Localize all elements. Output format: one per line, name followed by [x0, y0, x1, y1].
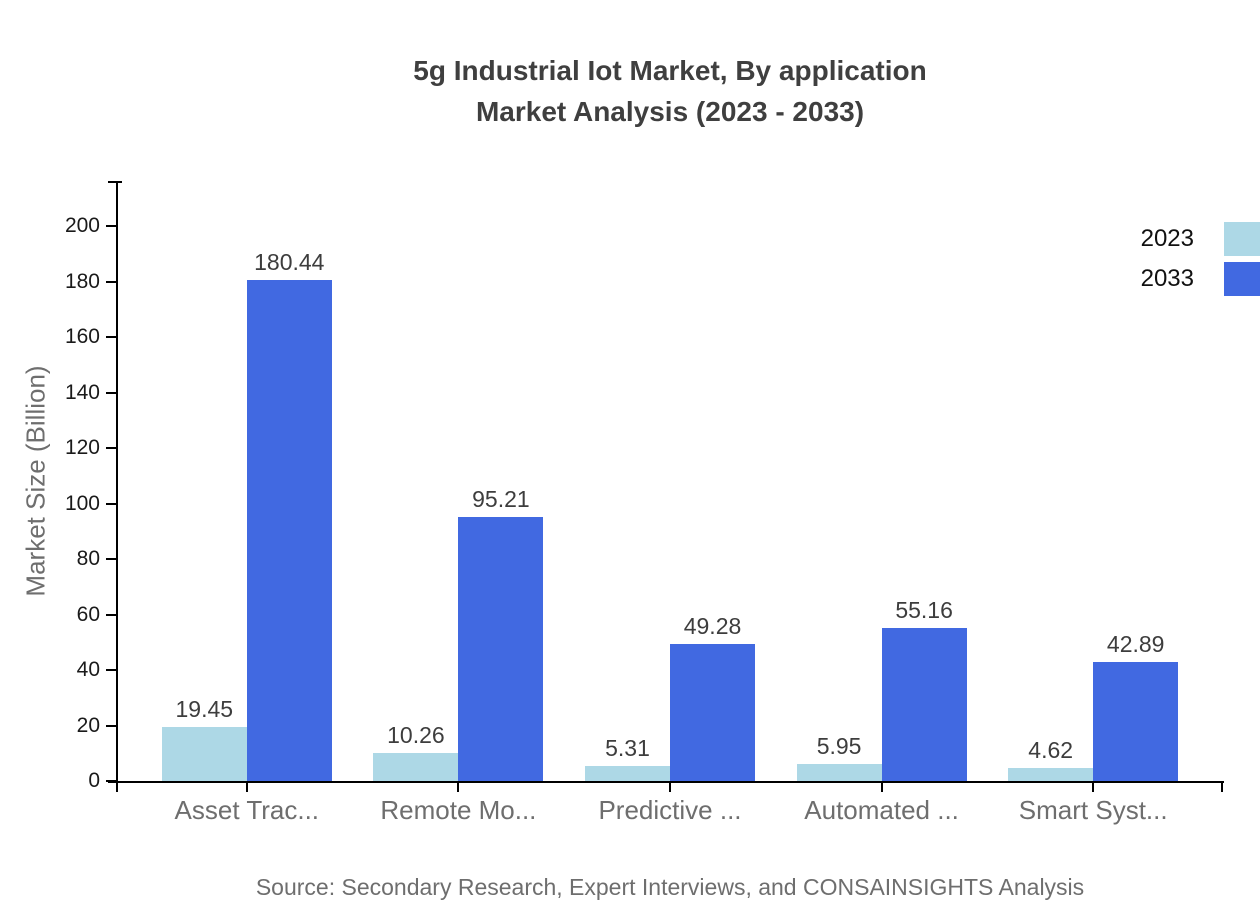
- chart-title-line-2: Market Analysis (2023 - 2033): [475, 96, 865, 127]
- value-label: 180.44: [254, 249, 325, 276]
- value-label: 42.89: [1106, 630, 1165, 657]
- value-label: 49.28: [683, 613, 742, 640]
- y-axis-tick-label: 80: [76, 547, 100, 570]
- value-label: 55.16: [895, 596, 953, 623]
- value-label: 4.62: [1028, 737, 1074, 764]
- x-axis-line: [108, 781, 1224, 783]
- chart-title-line-1: 5g Industrial Iot Market, By application: [413, 55, 927, 86]
- y-axis-tick: [106, 336, 118, 338]
- x-axis-tick: [1092, 783, 1095, 792]
- bar-2023-group-3: [585, 766, 670, 781]
- y-axis-tick-label: 40: [76, 658, 100, 681]
- y-axis-end-tick: [108, 181, 122, 183]
- y-axis-tick: [106, 724, 118, 727]
- y-axis-tick: [106, 669, 118, 671]
- x-axis-tick: [880, 783, 883, 792]
- x-axis-end-tick: [1221, 783, 1223, 792]
- value-label: 19.45: [175, 696, 234, 723]
- y-axis-tick-label: 140: [64, 380, 100, 404]
- y-axis-tick-label: 100: [64, 491, 100, 515]
- value-label: 5.31: [605, 735, 650, 762]
- x-axis-tick: [245, 783, 248, 792]
- bar-2033-group-4: [881, 627, 967, 781]
- legend-item-2033: 2033: [1141, 259, 1260, 299]
- bar-2023-group-5: [1008, 768, 1094, 781]
- y-axis-tick-label: 0: [88, 769, 100, 792]
- bar-2023-group-4: [796, 764, 882, 781]
- legend-label-2033: 2033: [1140, 265, 1194, 292]
- plot-area: 0 20 40 60 80 100 120 140 160 180 200 Asset Trac...…: [65, 181, 1224, 825]
- category-label: Remote Mo...: [380, 795, 537, 825]
- bar-2023-group-2: [373, 752, 459, 781]
- y-axis-tick: [106, 502, 118, 505]
- x-axis-tick: [669, 783, 671, 792]
- y-axis-tick-label: 180: [64, 269, 100, 293]
- y-axis-tick-label: 200: [64, 214, 100, 237]
- bar-2033-group-2: [458, 516, 544, 781]
- legend-swatch-2033: [1224, 262, 1260, 296]
- y-axis-tick-label: 60: [76, 602, 100, 626]
- y-axis-tick: [106, 613, 118, 616]
- bar-2023-group-1: [161, 727, 247, 781]
- category-label: Automated ...: [804, 795, 959, 825]
- y-axis-tick: [106, 558, 118, 560]
- value-label: 95.21: [472, 485, 530, 512]
- legend-label-2023: 2023: [1140, 225, 1194, 252]
- category-label: Smart Syst...: [1018, 795, 1168, 825]
- legend-swatch-2023: [1224, 222, 1260, 256]
- y-axis-tick: [106, 780, 118, 782]
- y-axis-tick-label: 20: [76, 713, 100, 737]
- legend: 2023 2033: [1141, 219, 1260, 299]
- legend-item-2023: 2023: [1141, 219, 1260, 259]
- y-axis-line: [116, 181, 118, 792]
- chart-title: 5g Industrial Iot Market, By application…: [118, 50, 1222, 132]
- bar-2033-group-5: [1093, 661, 1179, 781]
- source-note: Source: Secondary Research, Expert Inter…: [255, 874, 1085, 900]
- y-axis-tick: [106, 225, 118, 227]
- value-label: 10.26: [387, 721, 445, 748]
- y-axis-tick: [106, 447, 118, 449]
- bar-2033-group-3: [670, 644, 755, 781]
- category-label: Predictive ...: [598, 795, 742, 825]
- category-label: Asset Trac...: [174, 795, 320, 825]
- y-axis-tick: [106, 280, 118, 283]
- y-axis-tick-label: 160: [64, 325, 100, 348]
- y-axis-tick: [106, 391, 118, 394]
- bar-2033-group-1: [246, 280, 332, 781]
- value-label: 5.95: [816, 733, 862, 760]
- x-axis-tick: [457, 783, 460, 792]
- y-axis-tick-label: 120: [64, 436, 100, 459]
